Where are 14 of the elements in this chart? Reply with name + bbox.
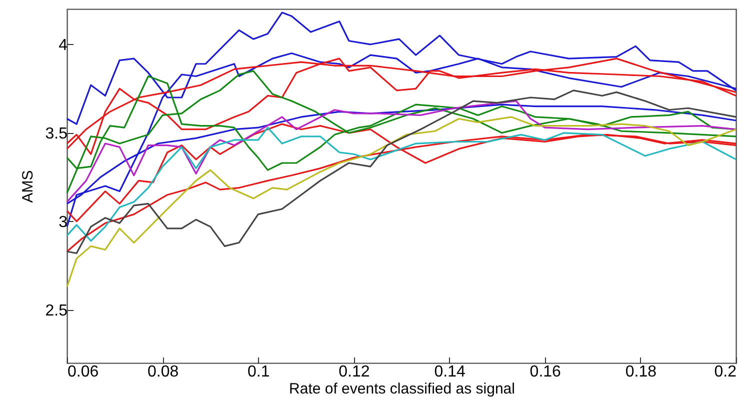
x-tick-label: 0.2: [714, 364, 737, 380]
x-tick-label: 0.18: [625, 364, 657, 380]
x-axis-title: Rate of events classified as signal: [289, 380, 515, 398]
y-tick-label: 3: [58, 214, 68, 231]
x-tick-label: 0.1: [248, 364, 270, 380]
x-tick-label: 0.14: [434, 364, 466, 380]
x-tick-label: 0.12: [338, 364, 370, 380]
y-axis-title: AMS: [19, 170, 36, 203]
x-tick-label: 0.06: [68, 364, 99, 380]
y-tick-label: 3.5: [45, 125, 68, 142]
x-tick-label: 0.08: [148, 364, 179, 380]
x-tick-label: 0.16: [530, 364, 562, 380]
y-tick-label: 2.5: [45, 302, 68, 320]
y-tick-label: 4: [58, 36, 68, 54]
